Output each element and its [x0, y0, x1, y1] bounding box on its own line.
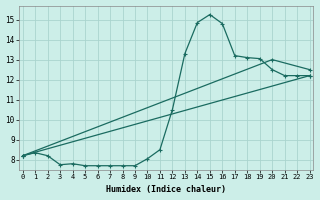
X-axis label: Humidex (Indice chaleur): Humidex (Indice chaleur) [106, 185, 226, 194]
